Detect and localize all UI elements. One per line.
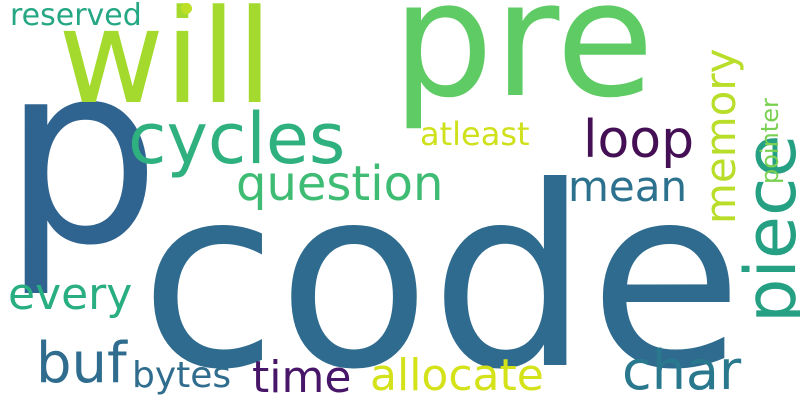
word-time: time: [252, 352, 352, 400]
word-loop: loop: [583, 110, 695, 170]
word-bytes: bytes: [132, 355, 232, 396]
word-mean: mean: [568, 162, 688, 211]
word-buf: buf: [36, 331, 127, 396]
word-memory: memory: [696, 48, 745, 225]
word-cycles: cycles: [128, 98, 346, 180]
word-reserved: reserved: [10, 0, 142, 33]
word-char: char: [622, 339, 742, 400]
word-question: question: [236, 156, 444, 212]
word-p: p: [2, 9, 161, 300]
word-code: code: [140, 133, 743, 400]
word-atleast: atleast: [420, 115, 530, 153]
word-pre: pre: [392, 0, 655, 133]
word-every: every: [8, 269, 133, 320]
word-pointer: pointer: [756, 98, 784, 184]
word-allocate: allocate: [370, 350, 544, 400]
dot-mark: [181, 3, 192, 14]
word-will: will: [58, 0, 273, 133]
